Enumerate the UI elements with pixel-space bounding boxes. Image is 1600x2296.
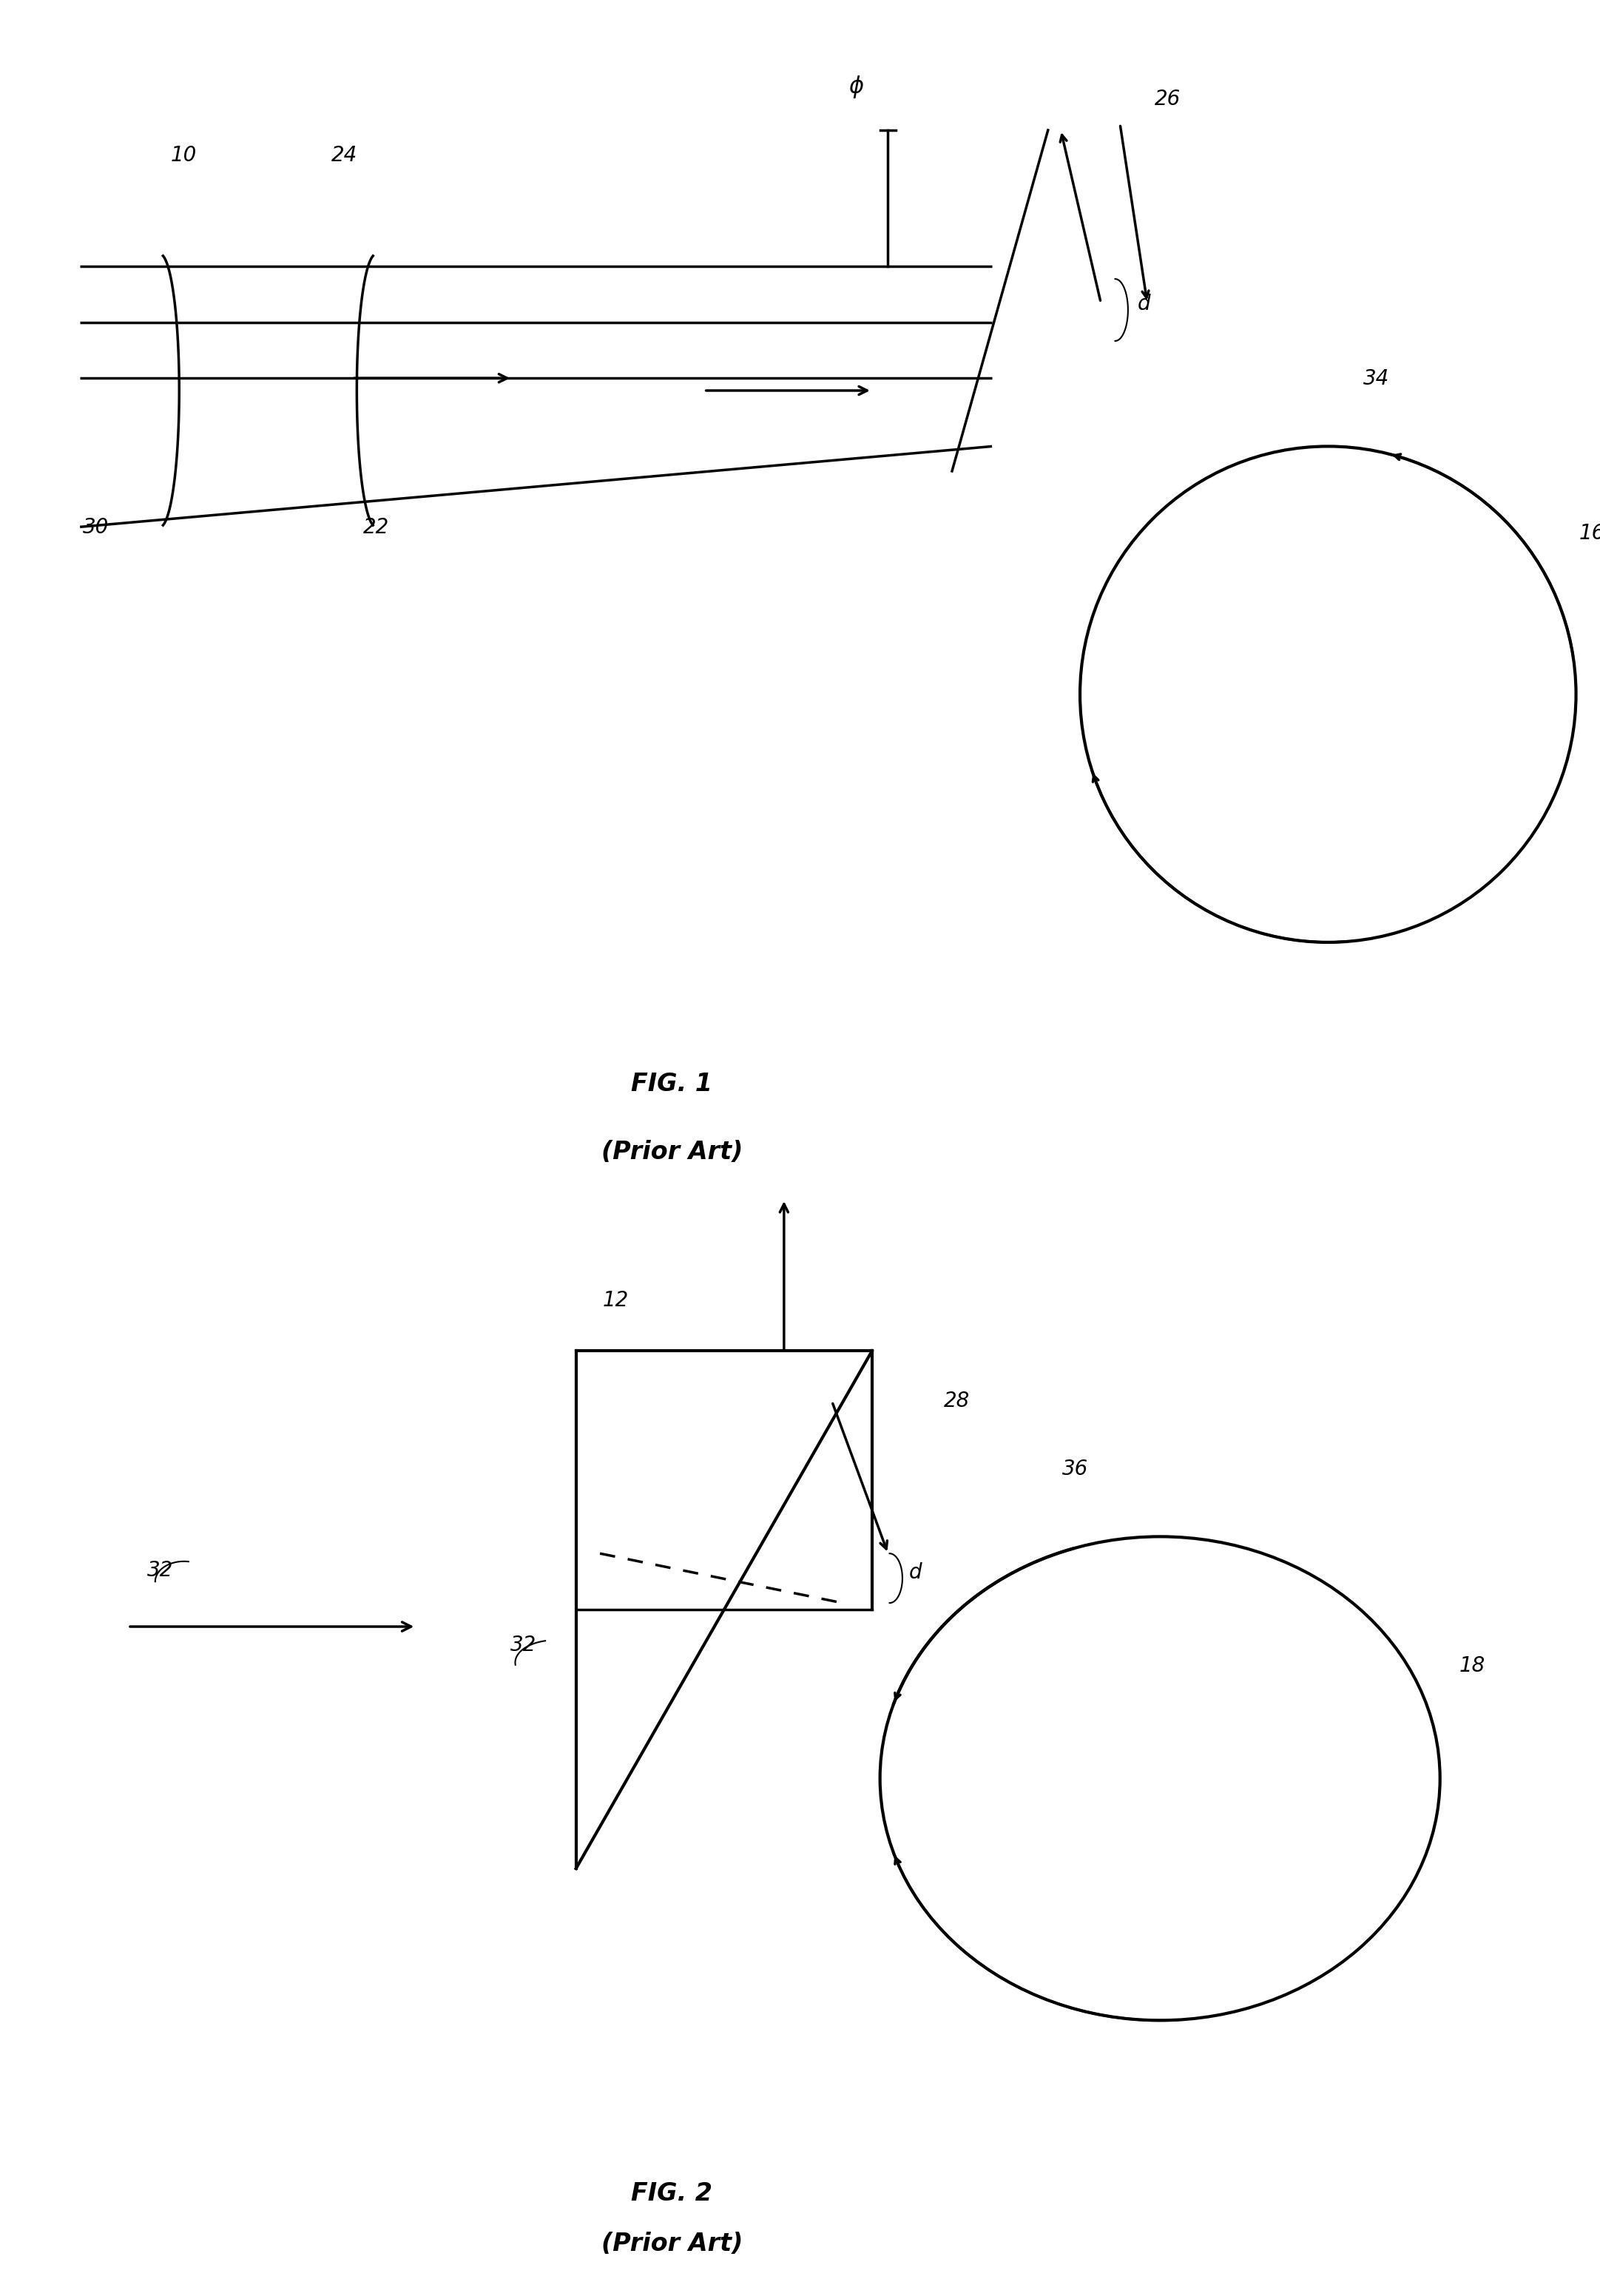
Text: 12: 12 xyxy=(603,1290,629,1311)
Text: 32: 32 xyxy=(147,1559,173,1580)
Text: 24: 24 xyxy=(331,145,357,165)
Text: 32: 32 xyxy=(510,1635,536,1655)
Text: 28: 28 xyxy=(944,1391,970,1412)
Text: 34: 34 xyxy=(1363,367,1389,388)
Text: 16: 16 xyxy=(1579,523,1600,544)
Text: 18: 18 xyxy=(1459,1655,1485,1676)
Text: 26: 26 xyxy=(1155,90,1181,110)
Text: 36: 36 xyxy=(1062,1458,1088,1479)
Text: FIG. 1: FIG. 1 xyxy=(632,1072,712,1095)
Text: d: d xyxy=(1138,294,1150,315)
Text: $\phi$: $\phi$ xyxy=(848,73,864,99)
Text: (Prior Art): (Prior Art) xyxy=(602,2232,742,2257)
Text: 10: 10 xyxy=(171,145,197,165)
Text: FIG. 2: FIG. 2 xyxy=(632,2181,712,2206)
Text: 22: 22 xyxy=(363,517,389,537)
Text: 30: 30 xyxy=(83,517,109,537)
Text: d: d xyxy=(909,1561,922,1582)
Text: (Prior Art): (Prior Art) xyxy=(602,1141,742,1164)
